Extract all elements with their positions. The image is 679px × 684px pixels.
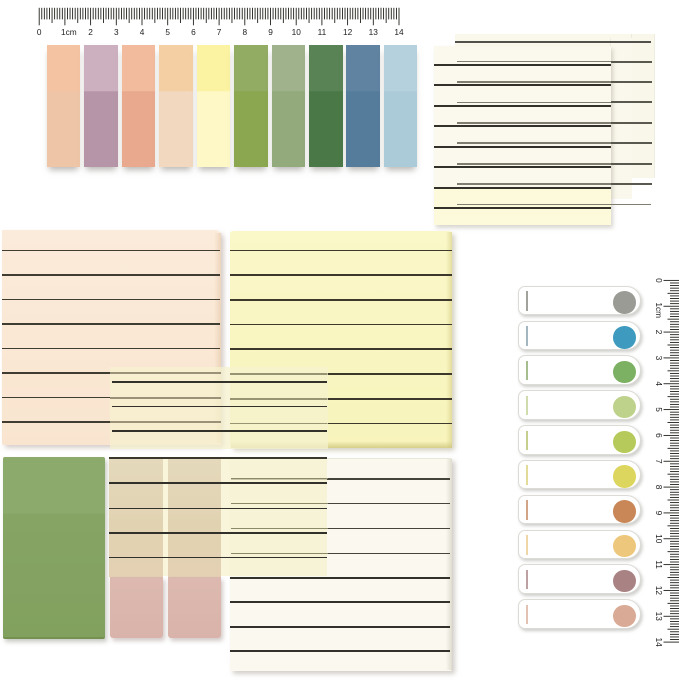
svg-text:5: 5 — [654, 407, 664, 412]
svg-text:13: 13 — [654, 612, 664, 622]
svg-text:0: 0 — [654, 278, 664, 283]
svg-text:2: 2 — [88, 27, 93, 37]
svg-text:4: 4 — [654, 381, 664, 386]
svg-text:9: 9 — [268, 27, 273, 37]
svg-text:3: 3 — [114, 27, 119, 37]
svg-text:14: 14 — [394, 27, 404, 37]
svg-text:11: 11 — [654, 560, 664, 569]
svg-text:2: 2 — [654, 330, 664, 335]
svg-text:1cm: 1cm — [61, 27, 77, 37]
svg-text:14: 14 — [654, 637, 664, 647]
svg-text:7: 7 — [654, 459, 664, 464]
svg-text:10: 10 — [654, 534, 664, 544]
svg-text:1cm: 1cm — [654, 302, 664, 318]
svg-text:0: 0 — [37, 27, 42, 37]
svg-text:3: 3 — [654, 356, 664, 361]
svg-text:11: 11 — [318, 27, 327, 37]
svg-text:10: 10 — [292, 27, 302, 37]
svg-text:6: 6 — [654, 433, 664, 438]
svg-text:9: 9 — [654, 511, 664, 516]
svg-text:8: 8 — [242, 27, 247, 37]
svg-text:12: 12 — [343, 27, 353, 37]
svg-text:12: 12 — [654, 586, 664, 596]
svg-text:7: 7 — [217, 27, 222, 37]
svg-text:13: 13 — [369, 27, 379, 37]
svg-text:6: 6 — [191, 27, 196, 37]
svg-text:8: 8 — [654, 485, 664, 490]
svg-text:4: 4 — [140, 27, 145, 37]
svg-text:5: 5 — [165, 27, 170, 37]
